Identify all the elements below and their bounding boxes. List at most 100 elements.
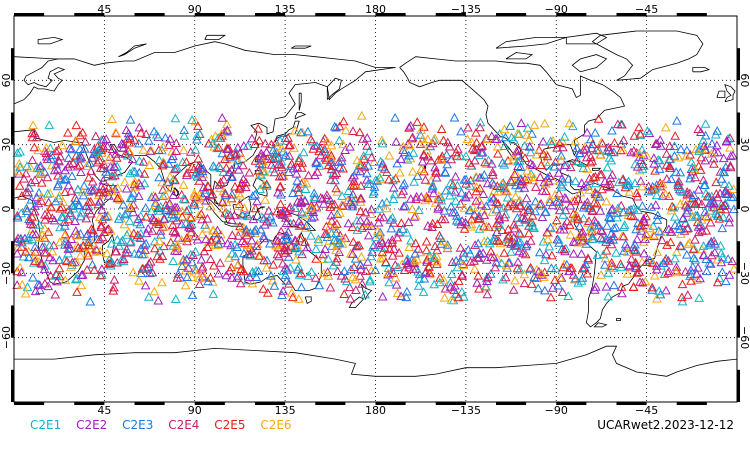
obs-marker-c2e2 (233, 164, 244, 174)
obs-marker-c2e2 (318, 199, 329, 208)
obs-marker-c2e1 (452, 262, 463, 272)
obs-marker-c2e6 (76, 280, 87, 290)
obs-marker-c2e5 (221, 162, 232, 172)
obs-marker-c2e3 (705, 238, 716, 248)
obs-marker-c2e3 (268, 217, 278, 227)
obs-marker-c2e3 (463, 244, 474, 254)
obs-marker-c2e4 (687, 166, 698, 176)
obs-marker-c2e2 (700, 155, 711, 165)
obs-marker-c2e6 (233, 188, 244, 198)
obs-marker-c2e3 (590, 127, 601, 137)
obs-marker-c2e6 (271, 240, 281, 250)
obs-marker-c2e6 (522, 165, 533, 175)
obs-marker-c2e4 (403, 217, 414, 227)
obs-marker-c2e3 (162, 177, 173, 186)
obs-marker-c2e1 (509, 134, 519, 144)
obs-marker-c2e3 (392, 158, 403, 168)
obs-marker-c2e1 (190, 246, 201, 256)
obs-marker-c2e3 (74, 200, 85, 210)
obs-marker-c2e3 (436, 239, 446, 248)
obs-marker-c2e1 (271, 152, 281, 162)
obs-marker-c2e6 (39, 223, 50, 233)
obs-marker-c2e6 (524, 172, 534, 182)
obs-marker-c2e4 (519, 278, 530, 288)
obs-marker-c2e5 (338, 163, 348, 173)
obs-marker-c2e3 (355, 259, 366, 269)
obs-marker-c2e5 (448, 179, 458, 189)
obs-marker-c2e2 (430, 162, 440, 172)
obs-marker-c2e3 (103, 169, 113, 178)
obs-marker-c2e2 (291, 168, 302, 178)
obs-marker-c2e3 (717, 223, 728, 233)
obs-marker-c2e4 (605, 182, 616, 192)
obs-marker-c2e4 (345, 293, 356, 303)
obs-marker-c2e5 (712, 277, 723, 287)
coastline-uk (724, 83, 736, 103)
obs-marker-c2e1 (151, 129, 162, 139)
obs-marker-c2e1 (180, 218, 191, 228)
obs-marker-c2e1 (368, 189, 379, 198)
obs-marker-c2e1 (409, 176, 419, 186)
obs-marker-c2e6 (689, 164, 700, 174)
obs-marker-c2e2 (44, 252, 55, 262)
obs-marker-c2e2 (433, 203, 443, 213)
obs-marker-c2e6 (160, 189, 171, 199)
obs-marker-c2e1 (370, 175, 381, 184)
obs-marker-c2e1 (92, 146, 102, 156)
obs-marker-c2e2 (49, 165, 60, 175)
lon-label-bottom: 90 (188, 404, 202, 417)
obs-marker-c2e3 (12, 212, 23, 222)
lat-label-left: 0 (0, 206, 13, 213)
obs-marker-c2e5 (189, 164, 199, 173)
obs-marker-c2e5 (206, 235, 217, 245)
obs-marker-c2e1 (135, 228, 146, 238)
obs-marker-c2e1 (677, 296, 688, 306)
obs-marker-c2e2 (273, 159, 284, 168)
obs-marker-c2e1 (539, 255, 550, 265)
obs-marker-c2e2 (98, 175, 109, 185)
obs-marker-c2e5 (693, 160, 704, 170)
coastline-sakhalin (298, 92, 302, 111)
obs-marker-c2e1 (457, 286, 467, 296)
obs-marker-c2e1 (718, 212, 729, 221)
obs-marker-c2e2 (348, 189, 358, 199)
obs-marker-c2e3 (362, 168, 372, 178)
coastline-ellesmere (565, 32, 608, 45)
obs-marker-c2e5 (272, 206, 282, 216)
obs-marker-c2e4 (470, 155, 480, 165)
obs-marker-c2e4 (276, 162, 287, 172)
obs-marker-c2e6 (529, 120, 540, 129)
obs-marker-c2e4 (635, 277, 645, 286)
obs-marker-c2e1 (514, 217, 524, 227)
obs-marker-c2e3 (292, 175, 303, 185)
obs-marker-c2e2 (590, 281, 601, 291)
obs-marker-c2e4 (92, 157, 103, 167)
obs-marker-c2e2 (43, 281, 54, 291)
obs-marker-c2e4 (597, 138, 608, 148)
obs-marker-c2e4 (244, 167, 255, 177)
obs-marker-c2e2 (582, 197, 593, 206)
obs-marker-c2e5 (520, 153, 530, 162)
obs-marker-c2e3 (251, 272, 262, 281)
obs-marker-c2e1 (408, 147, 419, 157)
obs-marker-c2e4 (65, 208, 76, 217)
obs-marker-c2e2 (649, 158, 659, 168)
obs-marker-c2e5 (250, 156, 261, 165)
obs-marker-c2e3 (570, 273, 581, 283)
obs-marker-c2e6 (529, 172, 539, 182)
obs-marker-c2e2 (417, 156, 428, 166)
obs-marker-c2e6 (582, 164, 593, 173)
obs-marker-c2e5 (427, 218, 438, 228)
obs-marker-c2e6 (157, 177, 167, 187)
obs-marker-c2e6 (317, 254, 328, 264)
obs-marker-c2e5 (20, 246, 31, 256)
obs-marker-c2e5 (675, 240, 686, 250)
obs-marker-c2e3 (412, 171, 423, 180)
obs-marker-c2e5 (348, 180, 359, 190)
border-segment-right (737, 369, 740, 402)
obs-marker-c2e2 (308, 207, 319, 216)
obs-marker-c2e6 (539, 118, 550, 128)
obs-marker-c2e3 (277, 290, 287, 299)
obs-marker-c2e6 (306, 202, 317, 212)
obs-marker-c2e2 (213, 268, 224, 278)
